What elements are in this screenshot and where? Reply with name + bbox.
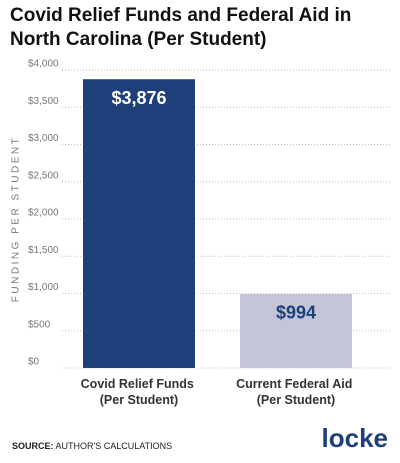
bar <box>240 293 352 368</box>
x-tick-label: Current Federal Aid (Per Student) <box>236 377 356 407</box>
source-text: AUTHOR'S CALCULATIONS <box>56 441 173 451</box>
y-tick-label: $500 <box>28 319 51 330</box>
logo: locke <box>322 423 389 453</box>
bar <box>83 79 195 368</box>
chart-title: Covid Relief Funds and Federal Aid in No… <box>10 5 352 50</box>
x-tick-label: Covid Relief Funds (Per Student) <box>81 377 198 407</box>
value-label: $3,876 <box>111 88 166 108</box>
y-tick-label: $1,000 <box>28 282 59 293</box>
y-tick-label: $1,500 <box>28 245 59 256</box>
y-tick-label: $3,000 <box>28 133 59 144</box>
value-label: $994 <box>276 303 316 323</box>
y-tick-label: $0 <box>28 357 40 368</box>
y-tick-label: $4,000 <box>28 59 59 70</box>
y-tick-label: $2,000 <box>28 208 59 219</box>
source-label: SOURCE: <box>12 441 54 451</box>
y-tick-label: $3,500 <box>28 96 59 107</box>
y-tick-label: $2,500 <box>28 170 59 181</box>
source: SOURCE: AUTHOR'S CALCULATIONS <box>12 441 172 451</box>
y-axis-label: FUNDING PER STUDENT <box>11 136 22 302</box>
